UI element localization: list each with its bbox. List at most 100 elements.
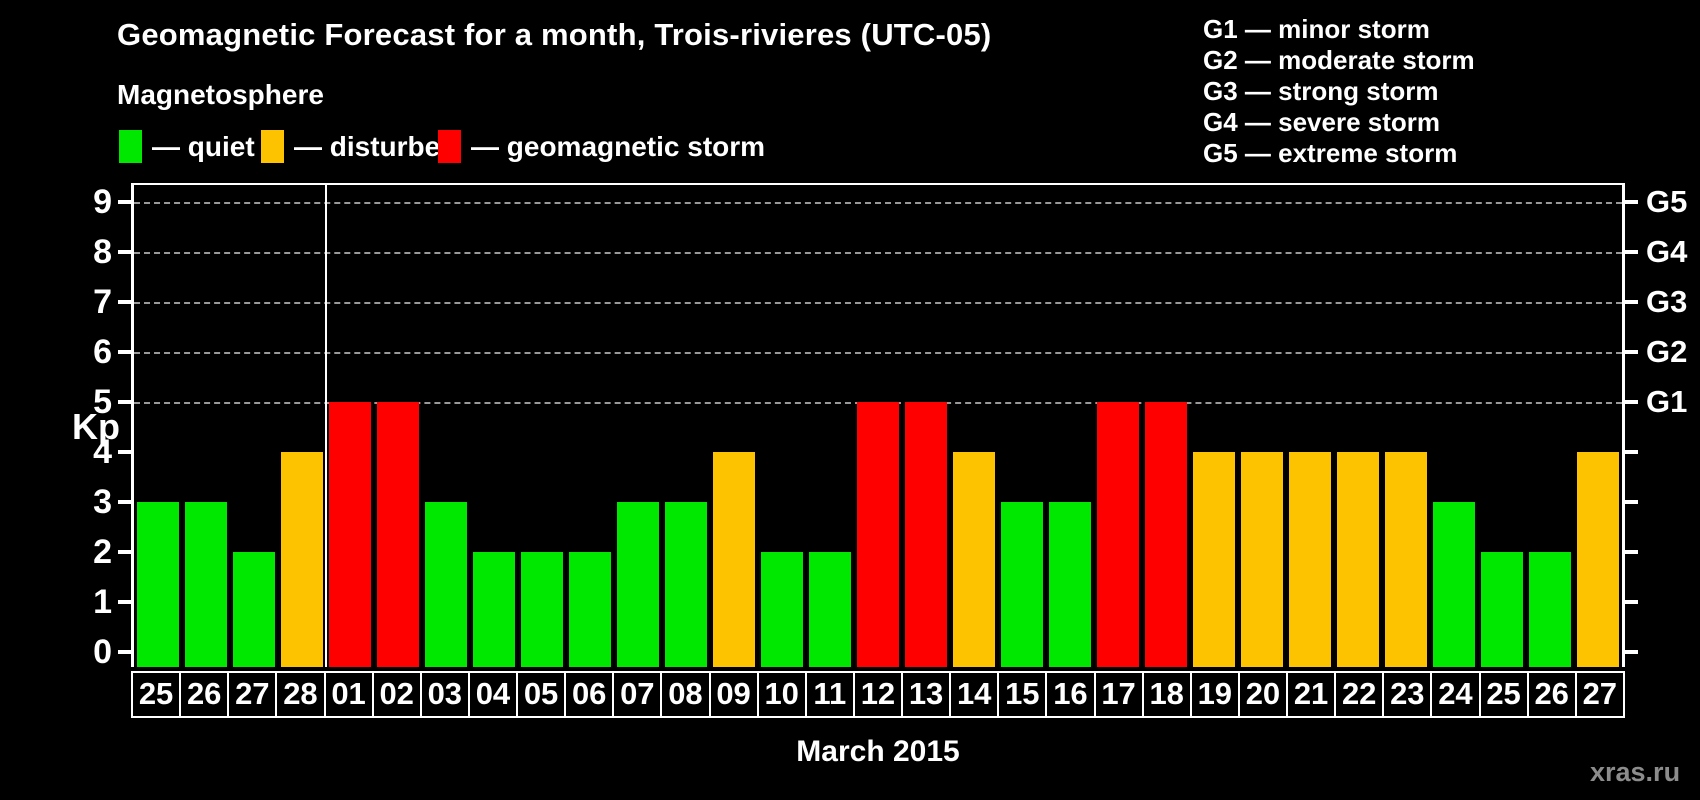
- day-label-cell: 09: [708, 673, 757, 716]
- kp-bar-06: [569, 552, 611, 667]
- y-axis-label-3: 3: [93, 483, 112, 521]
- gridline-kp-8: [134, 252, 1622, 254]
- g-scale-legend-line: G1 — minor storm: [1203, 14, 1430, 44]
- kp-bar-08: [665, 502, 707, 667]
- day-label-cell: 06: [564, 673, 612, 716]
- kp-bar-04: [473, 552, 515, 667]
- bar-slot-25: [134, 185, 182, 667]
- y-axis-title: Kp: [72, 406, 120, 447]
- quiet-color-swatch: [119, 130, 142, 163]
- day-label-cell: 21: [1286, 673, 1334, 716]
- bar-slot-08: [662, 185, 710, 667]
- y-axis-label-6: 6: [93, 333, 112, 371]
- bar-slot-07: [614, 185, 662, 667]
- kp-bar-26: [185, 502, 227, 667]
- kp-bar-28: [281, 452, 323, 667]
- day-label-cell: 20: [1237, 673, 1286, 716]
- y-axis-tick-left-9: [118, 200, 131, 204]
- kp-bar-26: [1529, 552, 1571, 667]
- legend-item-storm: — geomagnetic storm: [438, 130, 765, 163]
- y-axis-tick-right-6: [1625, 350, 1638, 354]
- chart-title: Geomagnetic Forecast for a month, Trois-…: [117, 17, 992, 52]
- day-label-cell: 25: [1478, 673, 1527, 716]
- day-label-cell: 23: [1382, 673, 1430, 716]
- kp-bar-01: [329, 402, 371, 667]
- kp-bar-02: [377, 402, 419, 667]
- y-axis-tick-left-4: [118, 450, 131, 454]
- day-label-cell: 25: [138, 676, 174, 711]
- day-label-cell: 27: [227, 673, 275, 716]
- legend-item-quiet: — quiet: [119, 130, 255, 163]
- watermark: xras.ru: [1590, 757, 1681, 787]
- disturbed-color-swatch: [261, 130, 284, 163]
- y-axis-label-7: 7: [93, 283, 112, 321]
- y-axis-tick-right-9: [1625, 200, 1638, 204]
- y-axis-tick-left-3: [118, 500, 131, 504]
- y-axis-label-5: 5: [93, 383, 112, 421]
- y-axis-label-1: 1: [93, 583, 112, 621]
- day-label-cell: 14: [949, 673, 997, 716]
- kp-bar-16: [1049, 502, 1091, 667]
- day-label-cell: 13: [901, 673, 949, 716]
- bar-slot-02: [374, 185, 422, 667]
- gridline-kp-6: [134, 352, 1622, 354]
- kp-bar-10: [761, 552, 803, 667]
- kp-bar-27: [1577, 452, 1619, 667]
- y-axis-tick-right-5: [1625, 400, 1638, 404]
- x-axis-label-row: 25 26 27 28 01 02 03 04 05 06 07 08 09 10 11 12 13 14 15 16…: [131, 671, 1625, 718]
- day-label-cell: 24: [1430, 673, 1478, 716]
- bar-slot-09: [710, 185, 758, 667]
- bar-slot-01: [326, 185, 374, 667]
- y-axis-tick-left-5: [118, 400, 131, 404]
- g-scale-legend: G1 — minor storm G2 — moderate storm G3 …: [1203, 14, 1475, 169]
- kp-bar-07: [617, 502, 659, 667]
- bar-slot-19: [1190, 185, 1238, 667]
- storm-color-swatch: [438, 130, 461, 163]
- kp-bar-11: [809, 552, 851, 667]
- y-axis-label-0: 0: [93, 633, 112, 671]
- bar-slot-11: [806, 185, 854, 667]
- gridline-kp-9: [134, 202, 1622, 204]
- y-axis-label-2: 2: [93, 533, 112, 571]
- legend-item-disturbed: — disturbed: [261, 130, 457, 163]
- day-label-cell: 26: [1526, 673, 1575, 716]
- y-axis-tick-right-2: [1625, 550, 1638, 554]
- day-label-cell: 08: [660, 673, 708, 716]
- g-scale-legend-line: G5 — extreme storm: [1203, 138, 1458, 168]
- bar-slot-17: [1094, 185, 1142, 667]
- day-label-cell: 22: [1334, 673, 1382, 716]
- bar-slot-13: [902, 185, 950, 667]
- y-axis-tick-right-8: [1625, 250, 1638, 254]
- day-label-cell: 12: [852, 673, 901, 716]
- bar-slot-24: [1430, 185, 1478, 667]
- kp-bar-05: [521, 552, 563, 667]
- kp-bar-25: [137, 502, 179, 667]
- y-axis-tick-left-2: [118, 550, 131, 554]
- kp-bar-03: [425, 502, 467, 667]
- kp-bar-13: [905, 402, 947, 667]
- bar-slot-10: [758, 185, 806, 667]
- g-scale-legend-line: G3 — strong storm: [1203, 76, 1439, 106]
- y-axis-tick-right-1: [1625, 600, 1638, 604]
- y-axis-tick-left-7: [118, 300, 131, 304]
- day-label-cell: 16: [1045, 673, 1093, 716]
- bar-slot-28: [278, 185, 326, 667]
- bar-slot-16: [1046, 185, 1094, 667]
- plot-area: [131, 183, 1625, 667]
- y-axis-tick-left-0: [118, 650, 131, 654]
- bar-slot-12: [854, 185, 902, 667]
- gridline-kp-7: [134, 302, 1622, 304]
- bar-slot-27: [1574, 185, 1622, 667]
- legend-item-label: — geomagnetic storm: [471, 130, 766, 162]
- day-label-cell: 03: [419, 673, 468, 716]
- y-axis-tick-right-7: [1625, 300, 1638, 304]
- kp-bar-20: [1241, 452, 1283, 667]
- day-label-cell: 10: [756, 673, 805, 716]
- bar-slot-18: [1142, 185, 1190, 667]
- right-axis-label-G1: G1: [1646, 384, 1688, 419]
- x-axis-title: March 2015: [796, 735, 960, 768]
- kp-bar-22: [1337, 452, 1379, 667]
- kp-bar-17: [1097, 402, 1139, 667]
- kp-bar-21: [1289, 452, 1331, 667]
